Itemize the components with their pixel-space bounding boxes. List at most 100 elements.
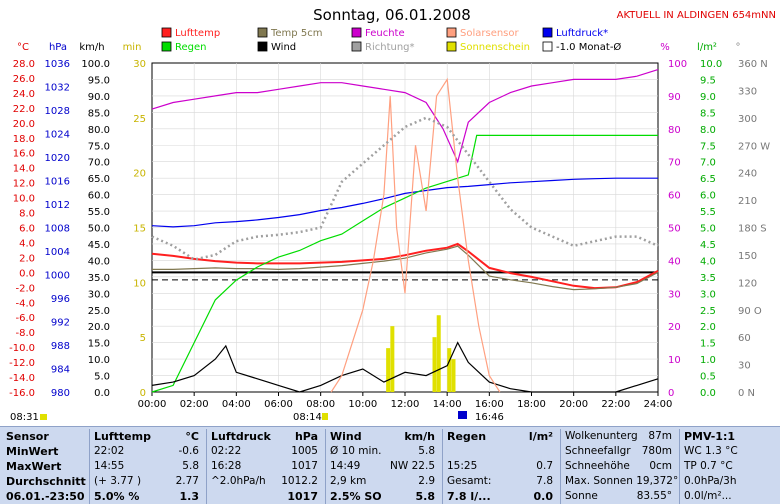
lufttemp-max-time: 14:55	[94, 460, 125, 472]
wind-tick-label: 90.0	[88, 92, 110, 103]
wind-tick-label: 65.0	[88, 174, 110, 185]
x-tick-label: 24:00	[644, 399, 673, 410]
sonnen-max-label: Max. Sonnen 19,372°	[565, 475, 679, 487]
x-tick-label: 18:00	[517, 399, 546, 410]
luftdruck-max-value: 1017	[291, 460, 318, 472]
legend-label-1: Temp 5cm	[270, 28, 322, 39]
lufttemp-last-note: 5.0% %	[94, 490, 140, 503]
rain-tick-label: 4.0	[700, 256, 716, 267]
lufttemp-min-time: 22:02	[94, 445, 125, 457]
hum-tick-label: 10	[668, 355, 681, 366]
sunset-marker	[458, 411, 467, 419]
wind-tick-label: 20.0	[88, 322, 110, 333]
wind-tick-label: 35.0	[88, 273, 110, 284]
rain-tick-label: 1.5	[700, 339, 716, 350]
luftdruck-max-time: 16:28	[211, 460, 242, 472]
legend-label-5: Regen	[175, 42, 207, 53]
temp-tick-label: -8.0	[15, 328, 35, 339]
regen-total-label: Gesamt:	[447, 475, 492, 487]
legend-label-8: Sonnenschein	[460, 42, 530, 53]
legend-swatch-5	[161, 41, 172, 52]
legend-label-9: -1.0 Monat-Ø	[556, 41, 621, 53]
schneehoehe-value: 0cm	[649, 460, 672, 472]
press-tick-label: 1032	[45, 83, 70, 94]
regen-unit: l/m²	[528, 430, 553, 443]
temp-tick-label: 4.0	[19, 238, 35, 249]
hum-tick-label: 60	[668, 191, 681, 202]
rain-tick-label: 8.0	[700, 125, 716, 136]
rain-tick-label: 2.0	[700, 322, 716, 333]
luftdruck-last-value: 1017	[287, 490, 318, 503]
wind-tick-label: 60.0	[88, 191, 110, 202]
rain-axis-unit: l/m²	[697, 42, 717, 53]
press-tick-label: 996	[51, 294, 70, 305]
pmv-windchill: WC 1.3 °C	[684, 445, 738, 457]
rain-tick-label: 9.0	[700, 92, 716, 103]
legend-label-6: Wind	[271, 42, 296, 53]
stats-luftdruck-column: Luftdruck hPa 02:22 1005 16:28 1017 ^2.0hPa…	[206, 429, 324, 504]
wolkenuntergrenze-label: Wolkenunterg	[565, 430, 638, 442]
press-tick-label: 980	[51, 388, 70, 399]
legend-swatch-3	[446, 27, 457, 38]
dir-tick-label: 120	[738, 278, 757, 289]
series-regen	[151, 134, 658, 393]
luftdruck-unit: hPa	[294, 430, 318, 443]
wind-avg-value: 5.8	[418, 445, 435, 457]
legend-label-7: Richtung*	[365, 42, 415, 53]
wind-tick-label: 10.0	[88, 355, 110, 366]
dir-tick-label: 210	[738, 196, 757, 207]
schneefallgrenze-value: 780m	[641, 445, 672, 457]
luftdruck-header: Luftdruck	[211, 430, 271, 443]
lufttemp-unit: °C	[185, 430, 199, 443]
legend-swatch-8	[446, 41, 457, 52]
weather-chart: Sonntag, 06.01.2008 AKTUELL IN ALDINGEN …	[9, 6, 776, 423]
wind-tick-label: 80.0	[88, 125, 110, 136]
series-feuchte	[151, 69, 659, 164]
rain-tick-label: 0.5	[700, 372, 716, 383]
station-label: AKTUELL IN ALDINGEN 654mNN	[617, 10, 776, 21]
wind-last-value: 5.8	[415, 490, 436, 503]
stats-regen-column: Regen l/m² 15:25 0.7 Gesamt: 7.8 7.8 l/... 0…	[442, 429, 559, 504]
rain-tick-label: 9.5	[700, 75, 716, 86]
wind-tick-label: 45.0	[88, 240, 110, 251]
temp-tick-label: -4.0	[15, 298, 35, 309]
press-tick-label: 992	[51, 318, 70, 329]
dir-tick-label: 60	[738, 333, 751, 344]
rain-tick-label: 10.0	[700, 59, 722, 70]
legend-label-4: Luftdruck*	[556, 28, 608, 39]
luftdruck-avg-value: 1012.2	[281, 475, 318, 487]
temp-axis-unit: °C	[17, 42, 29, 53]
press-tick-label: 988	[51, 341, 70, 352]
rain-tick-label: 7.0	[700, 158, 716, 169]
dir-tick-label: 180 S	[738, 224, 767, 235]
timestamp-label: 06.01.-23:50	[6, 490, 85, 503]
press-tick-label: 1012	[45, 200, 70, 211]
sun-axis-unit: min	[123, 42, 142, 53]
press-tick-label: 1016	[45, 177, 70, 188]
x-tick-label: 14:00	[433, 399, 462, 410]
wind-unit: km/h	[404, 430, 435, 443]
stats-pmv-column: PMV-1:1 WC 1.3 °C TP 0.7 °C 0.0hPa/3h 0.…	[679, 429, 779, 504]
legend-swatch-9	[542, 41, 553, 52]
axis-headers: °C hPa km/h min % l/m² °	[17, 42, 740, 53]
press-tick-label: 1024	[45, 130, 70, 141]
temp-tick-label: -6.0	[15, 313, 35, 324]
rain-tick-label: 1.0	[700, 355, 716, 366]
temp-tick-label: 6.0	[19, 224, 35, 235]
x-tick-label: 16:00	[475, 399, 504, 410]
luftdruck-min-value: 1005	[291, 445, 318, 457]
temp-tick-label: 0.0	[19, 268, 35, 279]
plot-grid	[152, 63, 658, 392]
dir-tick-label: 90 O	[738, 306, 762, 317]
sunshine-bar	[390, 326, 395, 392]
sun-tick-label: 5	[140, 333, 146, 344]
left-time-marker	[40, 414, 47, 420]
legend-swatch-4	[542, 27, 553, 38]
pmv-header: PMV-1:1	[684, 430, 735, 443]
press-tick-label: 1000	[45, 271, 70, 282]
sun-tick-label: 20	[133, 169, 146, 180]
wind-tick-label: 70.0	[88, 158, 110, 169]
stats-lufttemp-column: Lufttemp °C 22:02 -0.6 14:55 5.8 (+ 3.77 ) 2…	[89, 429, 205, 504]
dir-tick-label: 30	[738, 361, 751, 372]
wind-tick-label: 15.0	[88, 339, 110, 350]
